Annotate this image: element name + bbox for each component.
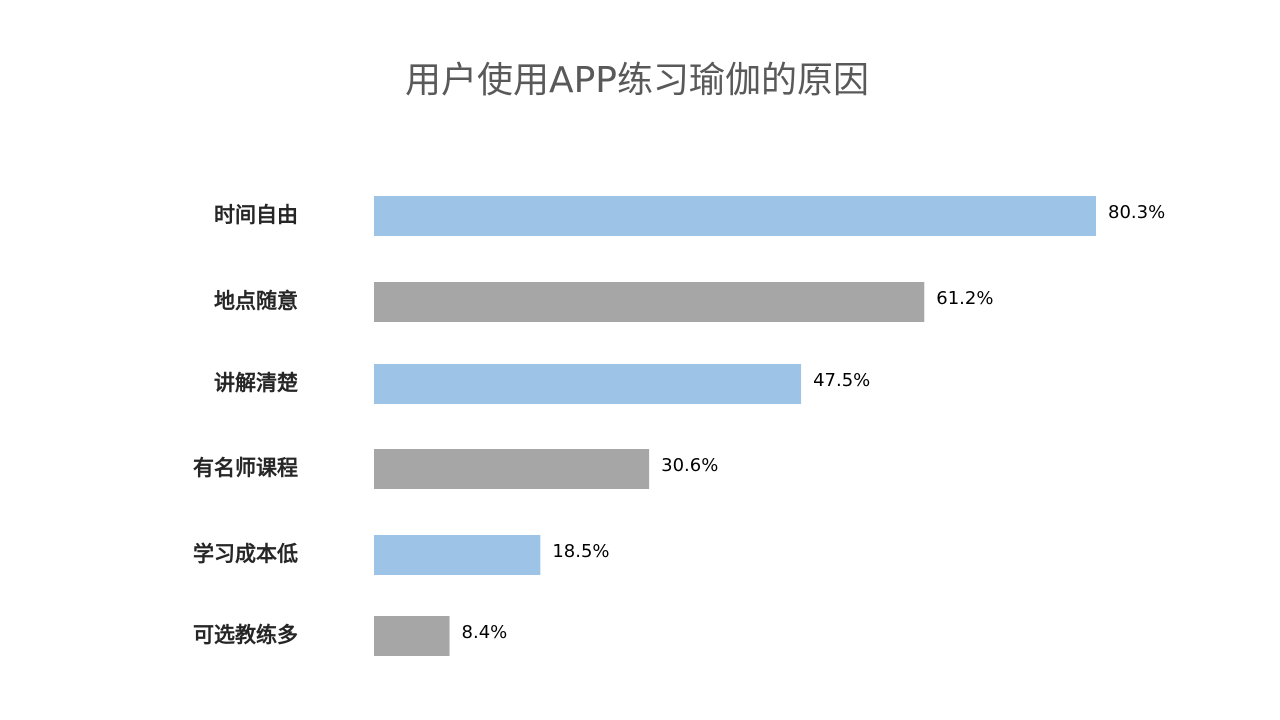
category-label: 时间自由 <box>214 203 298 227</box>
bar <box>374 282 925 322</box>
bar <box>374 196 1096 236</box>
category-label: 有名师课程 <box>193 456 298 480</box>
value-label: 61.2% <box>936 288 993 309</box>
category-label: 地点随意 <box>214 289 298 313</box>
bar <box>374 616 450 656</box>
value-label: 47.5% <box>813 370 870 391</box>
bar <box>374 535 541 575</box>
bar <box>374 364 802 404</box>
category-label: 讲解清楚 <box>214 371 298 395</box>
bar <box>374 449 650 489</box>
chart-title: 用户使用APP练习瑜伽的原因 <box>405 60 869 101</box>
category-label: 学习成本低 <box>193 542 298 566</box>
value-label: 18.5% <box>552 541 609 562</box>
category-label: 可选教练多 <box>193 623 298 647</box>
value-label: 30.6% <box>661 455 718 476</box>
value-label: 80.3% <box>1108 202 1165 223</box>
value-label: 8.4% <box>462 622 508 643</box>
